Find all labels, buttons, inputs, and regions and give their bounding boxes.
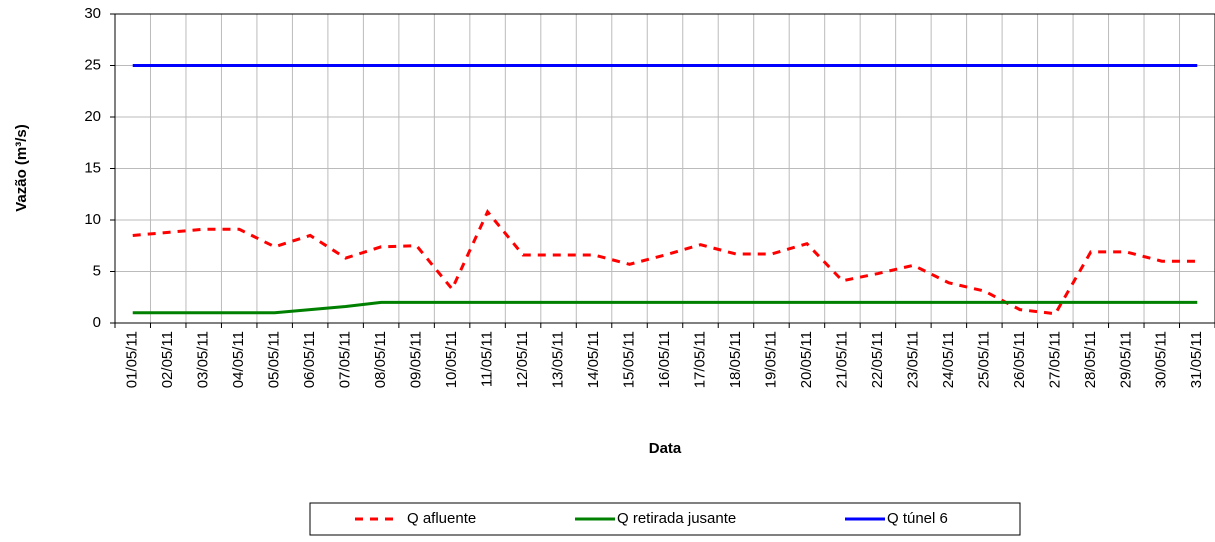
y-tick-label: 20 [84, 108, 101, 125]
plot-frame [114, 13, 1215, 324]
x-tick-label: 12/05/11 [514, 331, 531, 388]
legend-label: Q retirada jusante [617, 510, 736, 527]
x-tick-label: 17/05/11 [691, 331, 708, 388]
x-tick-label: 16/05/11 [656, 331, 673, 388]
x-tick-label: 20/05/11 [798, 331, 815, 388]
x-tick-label: 04/05/11 [230, 331, 247, 388]
x-tick-label: 30/05/11 [1153, 331, 1170, 388]
y-tick-label: 30 [84, 5, 101, 22]
x-tick-label: 09/05/11 [408, 331, 425, 388]
x-tick-label: 31/05/11 [1188, 331, 1205, 388]
x-tick-label: 10/05/11 [443, 331, 460, 388]
x-tick-label: 23/05/11 [904, 331, 921, 388]
x-tick-label: 24/05/11 [940, 331, 957, 388]
series-line [132, 208, 1198, 316]
x-tick-label: 13/05/11 [550, 331, 567, 388]
x-tick-label: 21/05/11 [833, 331, 850, 388]
x-tick-label: 14/05/11 [585, 331, 602, 388]
x-tick-label: 26/05/11 [1011, 331, 1028, 388]
x-tick-label: 02/05/11 [159, 331, 176, 388]
y-tick-label: 5 [93, 262, 101, 279]
x-axis-label: Data [649, 440, 682, 457]
y-tick-label: 25 [84, 56, 101, 73]
x-tick-label: 27/05/11 [1046, 331, 1063, 388]
x-tick-label: 28/05/11 [1082, 331, 1099, 388]
x-tick-label: 19/05/11 [762, 331, 779, 388]
x-tick-label: 15/05/11 [620, 331, 637, 388]
x-tick-label: 07/05/11 [337, 331, 354, 388]
legend-label: Q afluente [407, 510, 476, 527]
x-tick-label: 05/05/11 [266, 331, 283, 388]
y-tick-label: 15 [84, 159, 101, 176]
series-line [132, 300, 1198, 315]
x-tick-label: 08/05/11 [372, 331, 389, 388]
x-tick-label: 11/05/11 [479, 331, 496, 387]
x-tick-label: 25/05/11 [975, 331, 992, 388]
x-tick-label: 03/05/11 [195, 331, 212, 388]
x-tick-label: 22/05/11 [869, 331, 886, 388]
x-tick-label: 06/05/11 [301, 331, 318, 388]
x-tick-label: 01/05/11 [124, 331, 141, 388]
legend-label: Q túnel 6 [887, 510, 948, 527]
x-tick-label: 18/05/11 [727, 331, 744, 388]
y-axis-label: Vazão (m³/s) [13, 124, 30, 212]
x-tick-label: 29/05/11 [1117, 331, 1134, 388]
legend-box [309, 502, 1021, 536]
y-tick-label: 10 [84, 211, 101, 228]
y-tick-label: 0 [93, 314, 101, 331]
